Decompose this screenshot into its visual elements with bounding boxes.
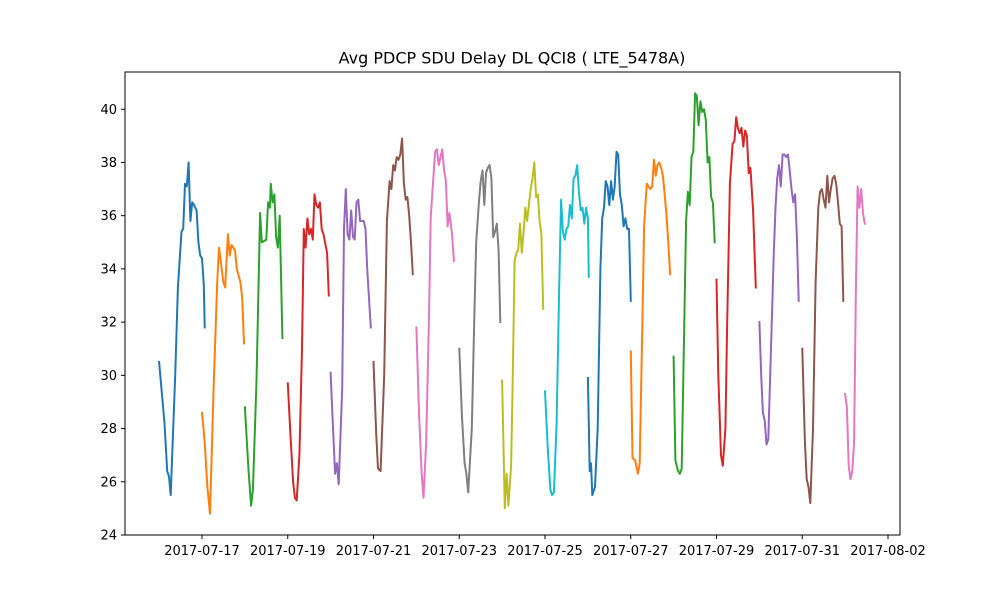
- series-line-14: [715, 116, 757, 467]
- series-line-9: [501, 161, 545, 510]
- x-tick-label: 2017-07-17: [164, 544, 240, 559]
- series-line-16: [801, 174, 845, 505]
- x-tick-label: 2017-07-19: [250, 544, 326, 559]
- series-line-1: [158, 161, 206, 497]
- series-line-8: [458, 164, 502, 494]
- series-line-17: [843, 185, 866, 481]
- x-axis: 2017-07-17 2017-07-19 2017-07-21 2017-07-23…: [164, 535, 926, 559]
- plot-frame: [124, 71, 901, 536]
- series-line-4: [286, 193, 330, 502]
- y-tick-label: 38: [100, 156, 117, 171]
- x-tick-label: 2017-08-02: [850, 544, 926, 559]
- series-line-3: [243, 182, 284, 507]
- y-tick-label: 36: [100, 209, 117, 224]
- x-tick-label: 2017-07-21: [336, 544, 412, 559]
- series-line-2: [200, 233, 246, 515]
- x-tick-label: 2017-07-31: [764, 544, 840, 559]
- y-tick-label: 32: [100, 316, 117, 331]
- x-tick-label: 2017-07-29: [679, 544, 755, 559]
- x-tick-label: 2017-07-23: [421, 544, 497, 559]
- series-line-6: [372, 137, 414, 473]
- x-tick-label: 2017-07-25: [507, 544, 583, 559]
- x-tick-label: 2017-07-27: [593, 544, 669, 559]
- series-line-12: [629, 158, 672, 475]
- series-line-15: [758, 153, 800, 446]
- y-tick-label: 26: [100, 475, 117, 490]
- chart-title: Avg PDCP SDU Delay DL QCI8 ( LTE_5478A): [339, 49, 686, 69]
- y-tick-label: 28: [100, 422, 117, 437]
- series-line-13: [672, 92, 716, 475]
- series-line-7: [415, 148, 455, 499]
- y-tick-label: 24: [100, 529, 117, 544]
- series-line-11: [586, 150, 632, 497]
- series-line-5: [329, 188, 372, 486]
- y-axis: 24 26 28 30 32 34 36 38 40: [100, 103, 125, 544]
- y-tick-label: 30: [100, 369, 117, 384]
- series-layer: [158, 92, 866, 515]
- series-line-10: [543, 164, 590, 497]
- y-tick-label: 40: [100, 103, 117, 118]
- y-tick-label: 34: [100, 262, 117, 277]
